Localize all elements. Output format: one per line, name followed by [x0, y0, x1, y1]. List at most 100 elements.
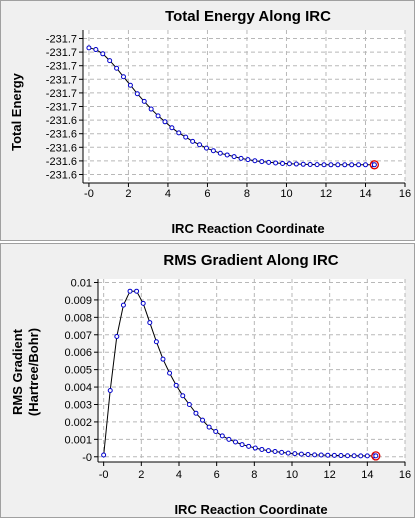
gradient-highlight-center [373, 453, 379, 459]
gradient-data-point [351, 453, 357, 459]
energy-data-point [197, 142, 203, 148]
energy-data-point [335, 162, 341, 168]
gradient-data-point [167, 370, 173, 376]
energy-data-point [231, 154, 237, 160]
gradient-data-point [226, 436, 232, 442]
energy-y-tick-label: -231.7 [46, 102, 77, 114]
gradient-y-axis-title-line: RMS Gradient [10, 328, 25, 415]
gradient-chart: -0 0.001 0.002 0.003 0.004 0.005 0.006 0.007 0.0… [10, 252, 411, 517]
gradient-data-point [338, 453, 344, 459]
gradient-x-tick-label: 10 [286, 469, 298, 481]
energy-y-tick-label: -231.6 [46, 156, 77, 168]
energy-data-point [203, 145, 209, 151]
energy-data-point [259, 159, 265, 165]
energy-data-point [349, 162, 355, 168]
gradient-y-tick-label: 0.001 [64, 434, 92, 446]
gradient-x-tick-label: 2 [138, 469, 144, 481]
energy-data-point [300, 161, 306, 167]
gradient-data-point [120, 302, 126, 308]
energy-x-tick-label: 2 [125, 188, 131, 200]
energy-data-point [183, 134, 189, 140]
energy-data-point [321, 162, 327, 168]
energy-y-axis-title: Total Energy [9, 72, 24, 151]
energy-data-point [93, 47, 99, 53]
gradient-data-point [279, 449, 285, 455]
gradient-x-tick-label: -0 [99, 469, 109, 481]
gradient-data-point [193, 410, 199, 416]
energy-data-point [328, 162, 334, 168]
energy-x-tick-label: 16 [399, 188, 411, 200]
gradient-data-point [180, 393, 186, 399]
energy-x-axis-title: IRC Reaction Coordinate [171, 221, 324, 236]
gradient-data-point [239, 442, 245, 448]
gradient-data-point [285, 450, 291, 456]
gradient-y-tick-label: 0.002 [64, 417, 92, 429]
gradient-x-tick-label: 4 [176, 469, 182, 481]
gradient-data-point [186, 401, 192, 407]
energy-data-point [286, 161, 292, 167]
gradient-y-tick-label: 0.004 [64, 382, 92, 394]
gradient-y-tick-label: 0.009 [64, 295, 92, 307]
energy-data-point [190, 138, 196, 144]
energy-chart-title: Total Energy Along IRC [165, 8, 331, 25]
gradient-data-point [206, 424, 212, 430]
gradient-x-axis-title: IRC Reaction Coordinate [174, 502, 327, 517]
energy-data-point [148, 106, 154, 112]
energy-data-point [141, 98, 147, 104]
energy-data-point [362, 162, 368, 168]
energy-data-point [169, 125, 175, 131]
energy-y-tick-label: -231.6 [46, 115, 77, 127]
energy-data-point [86, 45, 92, 51]
energy-x-tick-label: 4 [165, 188, 171, 200]
energy-data-point [120, 74, 126, 80]
energy-data-point [280, 160, 286, 166]
gradient-data-point [140, 300, 146, 306]
gradient-data-point [318, 452, 324, 458]
energy-data-point [134, 91, 140, 97]
energy-y-axis-title-line: Total Energy [9, 72, 24, 151]
energy-x-tick-label: 8 [244, 188, 250, 200]
energy-x-tick-label: 10 [280, 188, 292, 200]
gradient-y-tick-label: 0.007 [64, 330, 92, 342]
energy-y-tick-label: -231.6 [46, 142, 77, 154]
energy-data-point [307, 161, 313, 167]
gradient-data-point [219, 433, 225, 439]
gradient-data-point [246, 443, 252, 449]
energy-x-tick-label: -0 [84, 188, 94, 200]
energy-x-tick-label: 12 [320, 188, 332, 200]
gradient-data-point [127, 288, 133, 294]
gradient-data-point [325, 452, 331, 458]
gradient-data-point [107, 388, 113, 394]
gradient-data-point [134, 288, 140, 294]
energy-data-point [314, 162, 320, 168]
gradient-data-point [153, 339, 159, 345]
energy-y-tick-label: -231.6 [46, 170, 77, 182]
energy-chart: -231.6-231.6-231.6-231.6-231.6-231.7-231… [9, 8, 411, 236]
gradient-data-point [292, 451, 298, 457]
gradient-data-point [298, 451, 304, 457]
gradient-chart-title: RMS Gradient Along IRC [163, 252, 338, 269]
energy-data-point [238, 155, 244, 161]
gradient-y-tick-label: 0.006 [64, 347, 92, 359]
energy-data-point [107, 58, 113, 64]
energy-highlight-center [371, 162, 377, 168]
gradient-x-tick-label: 8 [251, 469, 257, 481]
energy-data-point [266, 159, 272, 165]
energy-data-point [245, 157, 251, 163]
energy-data-point [356, 162, 362, 168]
gradient-x-tick-label: 16 [399, 469, 411, 481]
energy-x-tick-label: 14 [359, 188, 371, 200]
energy-data-point [342, 162, 348, 168]
energy-x-tick-label: 6 [204, 188, 210, 200]
gradient-data-point [101, 452, 107, 458]
gradient-y-tick-label: 0.005 [64, 365, 92, 377]
energy-data-point [252, 158, 258, 164]
energy-data-point [293, 161, 299, 167]
gradient-data-point [345, 453, 351, 459]
gradient-data-point [312, 452, 318, 458]
gradient-data-point [331, 452, 337, 458]
gradient-data-point [259, 446, 265, 452]
gradient-data-point [364, 453, 370, 459]
